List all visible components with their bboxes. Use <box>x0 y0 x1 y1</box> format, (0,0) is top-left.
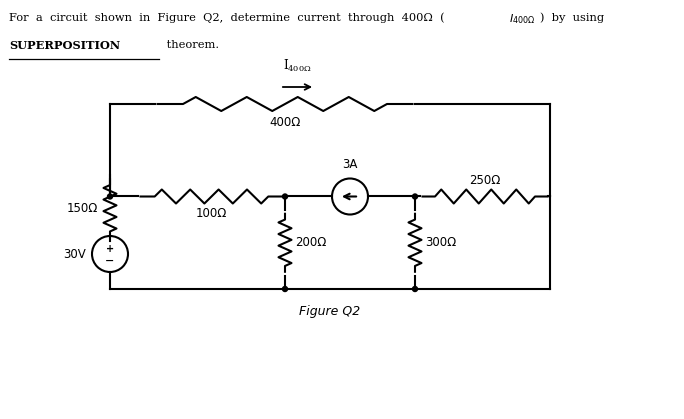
Circle shape <box>282 287 287 292</box>
Text: +: + <box>106 243 114 253</box>
Text: 100Ω: 100Ω <box>196 207 227 220</box>
Text: 300Ω: 300Ω <box>425 236 456 249</box>
Text: 400Ω: 400Ω <box>269 116 301 129</box>
Text: theorem.: theorem. <box>163 40 219 50</box>
Text: $I_{400\Omega}$: $I_{400\Omega}$ <box>509 12 536 26</box>
Text: )  by  using: ) by using <box>540 12 604 23</box>
Text: Figure Q2: Figure Q2 <box>300 305 360 318</box>
Circle shape <box>107 194 112 199</box>
Text: 150Ω: 150Ω <box>66 202 98 215</box>
Text: For  a  circuit  shown  in  Figure  Q2,  determine  current  through  400Ω  (: For a circuit shown in Figure Q2, determ… <box>9 12 445 23</box>
Text: −: − <box>105 256 115 266</box>
Text: $\mathregular{I_{400\Omega}}$: $\mathregular{I_{400\Omega}}$ <box>282 58 311 74</box>
Text: SUPERPOSITION: SUPERPOSITION <box>9 40 120 51</box>
Text: 200Ω: 200Ω <box>295 236 326 249</box>
Text: 3A: 3A <box>342 158 358 171</box>
Circle shape <box>412 194 417 199</box>
Circle shape <box>282 194 287 199</box>
Text: 250Ω: 250Ω <box>469 173 501 186</box>
Text: 30V: 30V <box>63 248 86 261</box>
Circle shape <box>412 287 417 292</box>
